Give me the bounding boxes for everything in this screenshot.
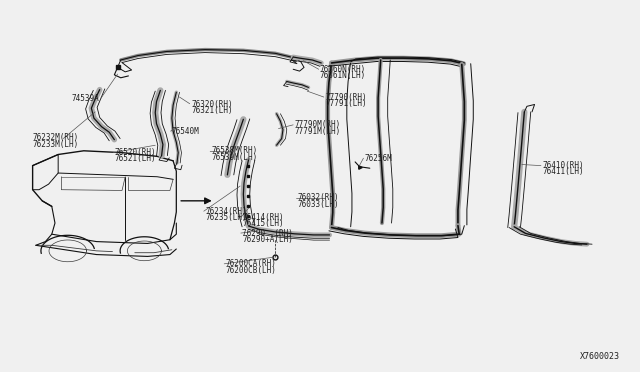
Text: 76521(LH): 76521(LH) <box>115 154 156 163</box>
Text: X7600023: X7600023 <box>580 352 620 361</box>
Text: 76320(RH): 76320(RH) <box>191 100 232 109</box>
Text: 76360N(RH): 76360N(RH) <box>320 65 366 74</box>
Text: 76539M(LH): 76539M(LH) <box>211 153 258 161</box>
Text: 76410(RH): 76410(RH) <box>542 161 584 170</box>
Text: 76235(LH): 76235(LH) <box>205 213 246 222</box>
Text: 77791(LH): 77791(LH) <box>325 99 367 108</box>
Text: 76200CA(RH): 76200CA(RH) <box>225 259 276 268</box>
Text: 76520(RH): 76520(RH) <box>115 148 156 157</box>
Text: 77791M(LH): 77791M(LH) <box>294 126 340 136</box>
Text: 77790(RH): 77790(RH) <box>325 93 367 102</box>
Text: 76032(RH): 76032(RH) <box>298 193 339 202</box>
Text: 76411(LH): 76411(LH) <box>542 167 584 176</box>
Text: 76234(RH): 76234(RH) <box>205 207 246 216</box>
Text: 76415(LH): 76415(LH) <box>242 219 284 228</box>
Text: 76256M: 76256M <box>365 154 392 163</box>
Text: 76290+A(LH): 76290+A(LH) <box>242 235 293 244</box>
Text: 74539A: 74539A <box>72 94 100 103</box>
Text: 76361N(LH): 76361N(LH) <box>320 71 366 80</box>
Text: 76321(LH): 76321(LH) <box>191 106 232 115</box>
Text: 76290  (RH): 76290 (RH) <box>242 228 293 238</box>
Text: 76232M(RH): 76232M(RH) <box>33 133 79 142</box>
Text: 76414(RH): 76414(RH) <box>242 213 284 222</box>
Text: 76233M(LH): 76233M(LH) <box>33 140 79 149</box>
Text: 76200CB(LH): 76200CB(LH) <box>225 266 276 275</box>
Text: 77790M(RH): 77790M(RH) <box>294 121 340 129</box>
Text: 76538M(RH): 76538M(RH) <box>211 146 258 155</box>
Text: 76033(LH): 76033(LH) <box>298 200 339 209</box>
Text: 76540M: 76540M <box>172 127 200 136</box>
